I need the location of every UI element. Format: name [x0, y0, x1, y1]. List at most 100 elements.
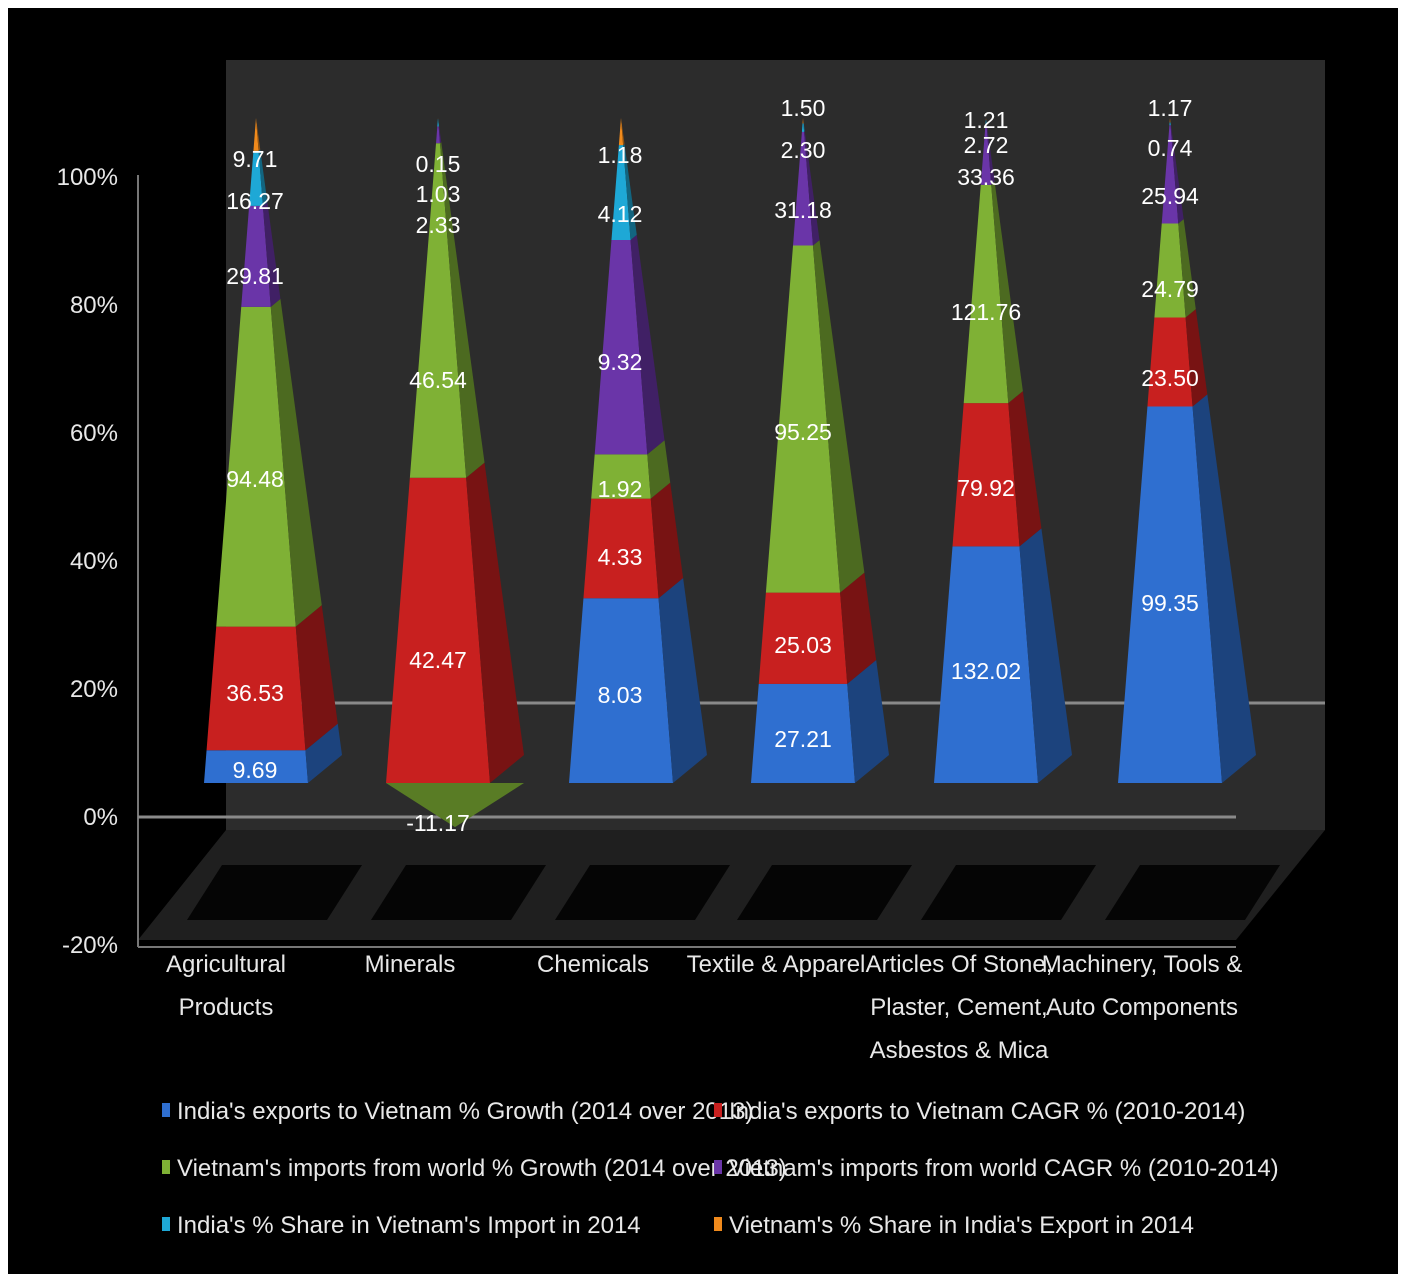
data-label: 2.30: [781, 137, 826, 163]
data-label: 25.03: [774, 632, 832, 658]
bar-segment-side: [991, 182, 1023, 404]
legend-label: India's exports to Vietnam CAGR % (2010-…: [729, 1098, 1245, 1125]
bar-segment-side: [803, 123, 805, 132]
data-label: 36.53: [226, 680, 284, 706]
floor-slot: [555, 865, 730, 920]
bar-segment-side: [262, 202, 281, 307]
bar-segment: [591, 454, 651, 499]
legend-swatch: [162, 1160, 170, 1174]
data-label: 9.69: [233, 757, 278, 783]
legend-label: Vietnam's % Share in India's Export in 2…: [729, 1212, 1194, 1239]
bar-segment: [249, 150, 263, 206]
pyramid-5: [1118, 118, 1256, 783]
data-label: 1.50: [781, 95, 826, 121]
bar-segment: [1154, 223, 1186, 318]
bar-segment: [758, 592, 848, 684]
data-label: 29.81: [226, 263, 284, 289]
data-label: 1.92: [598, 476, 643, 502]
bar-segment-side: [847, 660, 889, 783]
pyramid-0: [204, 118, 342, 783]
bar-segment: [765, 245, 841, 593]
data-label: 2.33: [416, 212, 461, 238]
data-label: 121.76: [951, 299, 1021, 325]
bar-segment: [963, 184, 1009, 404]
bar-segment-side: [439, 142, 485, 478]
bar-segment-side: [1185, 309, 1208, 407]
floor-slot: [371, 865, 546, 920]
bar-segment-side: [623, 144, 637, 240]
data-label: 16.27: [226, 188, 284, 214]
bar-segment: [436, 126, 440, 144]
bar-segment: [985, 120, 987, 126]
bar-segment-side: [804, 131, 820, 246]
plot-area: [204, 118, 1256, 828]
bar-segment: [241, 205, 271, 307]
bar-segment-side: [812, 240, 865, 593]
data-label: 0.74: [1148, 135, 1193, 161]
bar-segment-side: [1170, 118, 1171, 123]
bar-segment: [204, 750, 308, 783]
category-label: Chemicals: [537, 951, 649, 978]
category-label: Machinery, Tools &: [1042, 951, 1243, 978]
data-label: 94.48: [226, 466, 284, 492]
data-label: 46.54: [409, 367, 467, 393]
data-label: 1.17: [1148, 95, 1193, 121]
data-label: 99.35: [1141, 590, 1199, 616]
data-label: 8.03: [598, 682, 643, 708]
data-label: 27.21: [774, 726, 832, 752]
bar-segment-side: [466, 462, 524, 783]
bar-segment-side: [258, 149, 268, 206]
category-label: Asbestos & Mica: [870, 1037, 1049, 1064]
bar-segment-side: [650, 482, 684, 599]
bar-segment-side: [438, 119, 440, 127]
category-label: Agricultural: [166, 951, 286, 978]
legend-swatch: [714, 1217, 722, 1231]
bar-segment: [793, 131, 813, 246]
category-label: Auto Components: [1046, 994, 1238, 1021]
bar-segment-side: [621, 118, 625, 146]
bar-segment: [216, 306, 296, 627]
bar-segment: [1169, 118, 1171, 123]
bar-segment: [751, 683, 855, 783]
bar-segment: [802, 118, 804, 124]
y-tick-label: 20%: [70, 676, 118, 703]
data-label: 9.32: [598, 349, 643, 375]
bar-segment: [1118, 406, 1222, 783]
bar-segment: [1169, 122, 1171, 126]
bar-segment: [594, 239, 648, 455]
bar-segment: [934, 546, 1038, 783]
bar-segment: [618, 118, 624, 146]
bar-segment: [386, 477, 490, 783]
bar-segment-side: [295, 605, 338, 751]
category-axis: Agricultural Products Minerals Chemicals Tex…: [166, 951, 1242, 1064]
bar-segment-side: [986, 124, 995, 185]
floor-slot: [187, 865, 362, 920]
category-label: Minerals: [365, 951, 456, 978]
data-label: 4.33: [598, 544, 643, 570]
legend-label: India's exports to Vietnam % Growth (201…: [177, 1098, 753, 1125]
y-tick-label: 60%: [70, 420, 118, 447]
bar-segment-side: [630, 234, 665, 455]
y-tick-label: -20%: [62, 932, 118, 959]
bar-segment: [583, 498, 659, 599]
bar-segment: [980, 125, 992, 185]
legend: India's exports to Vietnam % Growth (201…: [162, 1098, 1279, 1239]
data-label: 1.18: [598, 142, 643, 168]
data-label: 0.15: [416, 151, 461, 177]
y-tick-label: 0%: [83, 804, 118, 831]
pyramid-2: [569, 118, 707, 783]
data-label: 79.92: [957, 475, 1015, 501]
data-label: 24.79: [1141, 276, 1199, 302]
data-label: 33.36: [957, 164, 1015, 190]
floor-slot: [737, 865, 912, 920]
y-tick-label: 80%: [70, 292, 118, 319]
bar-segment-side: [1170, 122, 1171, 126]
floor-slot: [1105, 865, 1280, 920]
legend-label: India's % Share in Vietnam's Import in 2…: [177, 1212, 641, 1239]
bar-segment: [437, 119, 439, 127]
bar-segment: [801, 123, 805, 132]
category-label: Articles Of Stone,: [866, 951, 1053, 978]
y-tick-label: 40%: [70, 548, 118, 575]
bar-segment: [409, 143, 467, 478]
y-tick-label: 100%: [57, 164, 118, 191]
